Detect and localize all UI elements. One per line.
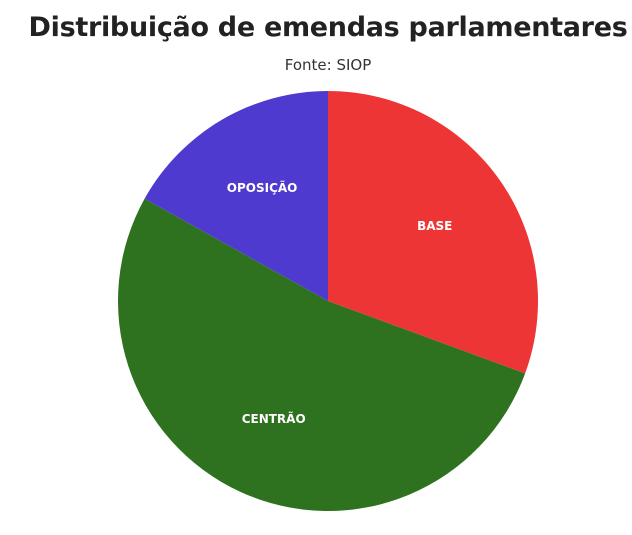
pie-slices	[118, 91, 538, 511]
chart-subtitle: Fonte: SIOP	[284, 56, 372, 74]
pie-slice-labels: BASE CENTRÃO OPOSIÇÃO	[227, 180, 453, 426]
slice-label-centrão: CENTRÃO	[242, 411, 306, 426]
slice-label-base: BASE	[417, 219, 452, 233]
pie-slice-oposição	[144, 91, 328, 301]
slice-label-oposição: OPOSIÇÃO	[227, 180, 298, 195]
chart-title: Distribuição de emendas parlamentares	[28, 12, 628, 43]
pie-slice-base	[328, 91, 538, 374]
pie-slice-centrão	[118, 198, 526, 511]
